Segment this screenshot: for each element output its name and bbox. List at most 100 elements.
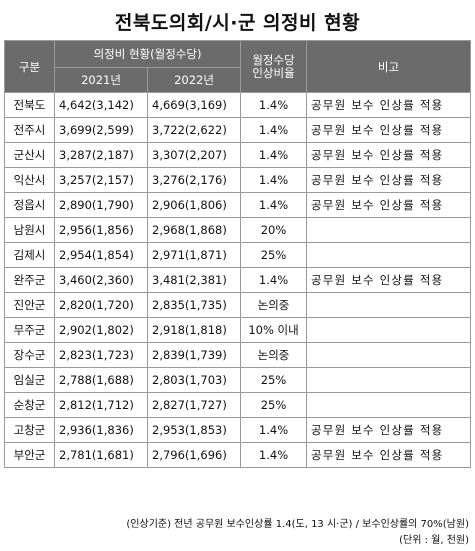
region-cell: 남원시 [4,217,55,243]
table-row: 남원시 2,956(1,856) 2,968(1,868) 20% [4,217,472,243]
value-2021-cell: 4,642(3,142) [54,92,148,118]
note-cell [306,367,472,393]
header-rate-line1: 월정수당 [252,52,295,67]
table-row: 정읍시 2,890(1,790) 2,906(1,806) 1.4% 공무원 보수 인상… [4,192,472,218]
rate-cell: 25% [240,392,308,418]
note-cell: 공무원 보수 인상률 적용 [306,92,472,118]
header-allowance-group: 의정비 현황(월정수당) [53,40,242,68]
rate-cell: 1.4% [240,167,308,193]
note-cell [306,292,472,318]
value-2022-cell: 2,796(1,696) [146,442,242,468]
region-cell: 김제시 [4,242,55,268]
value-2022-cell: 2,803(1,703) [146,367,242,393]
value-2022-cell: 2,906(1,806) [146,192,242,218]
header-rate: 월정수당 인상비율 [240,40,308,93]
region-cell: 전북도 [4,92,55,118]
rate-cell: 1.4% [240,192,308,218]
header-note: 비고 [306,40,472,93]
rate-cell: 1.4% [240,267,308,293]
rate-cell: 1.4% [240,117,308,143]
header-year-2022: 2022년 [146,67,242,93]
value-2021-cell: 2,890(1,790) [54,192,148,218]
value-2022-cell: 2,835(1,735) [146,292,242,318]
rate-cell: 25% [240,242,308,268]
table-row: 익산시 3,257(2,157) 3,276(2,176) 1.4% 공무원 보수 인상… [4,167,472,193]
value-2021-cell: 2,788(1,688) [54,367,148,393]
value-2022-cell: 3,276(2,176) [146,167,242,193]
note-cell: 공무원 보수 인상률 적용 [306,442,472,468]
rate-cell: 20% [240,217,308,243]
table-row: 장수군 2,823(1,723) 2,839(1,739) 논의중 [4,342,472,368]
value-2022-cell: 2,839(1,739) [146,342,242,368]
note-cell: 공무원 보수 인상률 적용 [306,417,472,443]
value-2021-cell: 2,820(1,720) [54,292,148,318]
note-cell: 공무원 보수 인상률 적용 [306,267,472,293]
table-row: 무주군 2,902(1,802) 2,918(1,818) 10% 이내 [4,317,472,343]
region-cell: 진안군 [4,292,55,318]
rate-cell: 1.4% [240,92,308,118]
value-2022-cell: 2,971(1,871) [146,242,242,268]
footnote: (인상기준) 전년 공무원 보수인상률 1.4(도, 13 시·군) / 보수인… [126,519,469,530]
region-cell: 군산시 [4,142,55,168]
header-rate-line2: 인상비율 [252,65,295,80]
region-cell: 정읍시 [4,192,55,218]
rate-cell: 1.4% [240,417,308,443]
table-row: 부안군 2,781(1,681) 2,796(1,696) 1.4% 공무원 보수 인상… [4,442,472,468]
note-cell: 공무원 보수 인상률 적용 [306,192,472,218]
page-title: 전북도의회/시·군 의정비 현황 [114,12,361,34]
header-year-2021: 2021년 [54,67,148,93]
region-cell: 전주시 [4,117,55,143]
value-2021-cell: 2,956(1,856) [54,217,148,243]
note-cell: 공무원 보수 인상률 적용 [306,117,472,143]
value-2022-cell: 2,918(1,818) [146,317,242,343]
table-row: 군산시 3,287(2,187) 3,307(2,207) 1.4% 공무원 보수 인상… [4,142,472,168]
table-row: 임실군 2,788(1,688) 2,803(1,703) 25% [4,367,472,393]
value-2022-cell: 2,953(1,853) [146,417,242,443]
region-cell: 부안군 [4,442,55,468]
value-2021-cell: 3,699(2,599) [54,117,148,143]
table-row: 전북도 4,642(3,142) 4,669(3,169) 1.4% 공무원 보수 인상… [4,92,472,118]
value-2022-cell: 3,307(2,207) [146,142,242,168]
table-row: 순창군 2,812(1,712) 2,827(1,727) 25% [4,392,472,418]
rate-cell: 25% [240,367,308,393]
note-cell: 공무원 보수 인상률 적용 [306,167,472,193]
value-2022-cell: 2,968(1,868) [146,217,242,243]
value-2021-cell: 2,936(1,836) [54,417,148,443]
value-2022-cell: 2,827(1,727) [146,392,242,418]
unit-note: (단위 : 월, 천원) [399,535,469,546]
region-cell: 익산시 [4,167,55,193]
note-cell [306,317,472,343]
note-cell [306,217,472,243]
note-cell [306,342,472,368]
value-2021-cell: 2,781(1,681) [54,442,148,468]
value-2021-cell: 2,902(1,802) [54,317,148,343]
region-cell: 완주군 [4,267,55,293]
region-cell: 고창군 [4,417,55,443]
value-2022-cell: 4,669(3,169) [146,92,242,118]
rate-cell: 1.4% [240,442,308,468]
value-2022-cell: 3,722(2,622) [146,117,242,143]
value-2021-cell: 2,954(1,854) [54,242,148,268]
table-row: 김제시 2,954(1,854) 2,971(1,871) 25% [4,242,472,268]
region-cell: 순창군 [4,392,55,418]
note-cell [306,392,472,418]
value-2022-cell: 3,481(2,381) [146,267,242,293]
allowance-table: 구분 의정비 현황(월정수당) 월정수당 인상비율 비고 2021년 2022년… [4,40,472,468]
rate-cell: 10% 이내 [240,317,308,343]
table-row: 진안군 2,820(1,720) 2,835(1,735) 논의중 [4,292,472,318]
header-rate-text: 월정수당 인상비율 [252,52,295,80]
header-region: 구분 [4,40,55,93]
value-2021-cell: 3,460(2,360) [54,267,148,293]
value-2021-cell: 3,287(2,187) [54,142,148,168]
region-cell: 무주군 [4,317,55,343]
value-2021-cell: 2,812(1,712) [54,392,148,418]
rate-cell: 논의중 [240,342,308,368]
region-cell: 임실군 [4,367,55,393]
rate-cell: 1.4% [240,142,308,168]
note-cell: 공무원 보수 인상률 적용 [306,142,472,168]
value-2021-cell: 2,823(1,723) [54,342,148,368]
table-body: 전북도 4,642(3,142) 4,669(3,169) 1.4% 공무원 보수 인상… [4,92,472,468]
table-row: 완주군 3,460(2,360) 3,481(2,381) 1.4% 공무원 보수 인상… [4,267,472,293]
table-row: 고창군 2,936(1,836) 2,953(1,853) 1.4% 공무원 보수 인상… [4,417,472,443]
